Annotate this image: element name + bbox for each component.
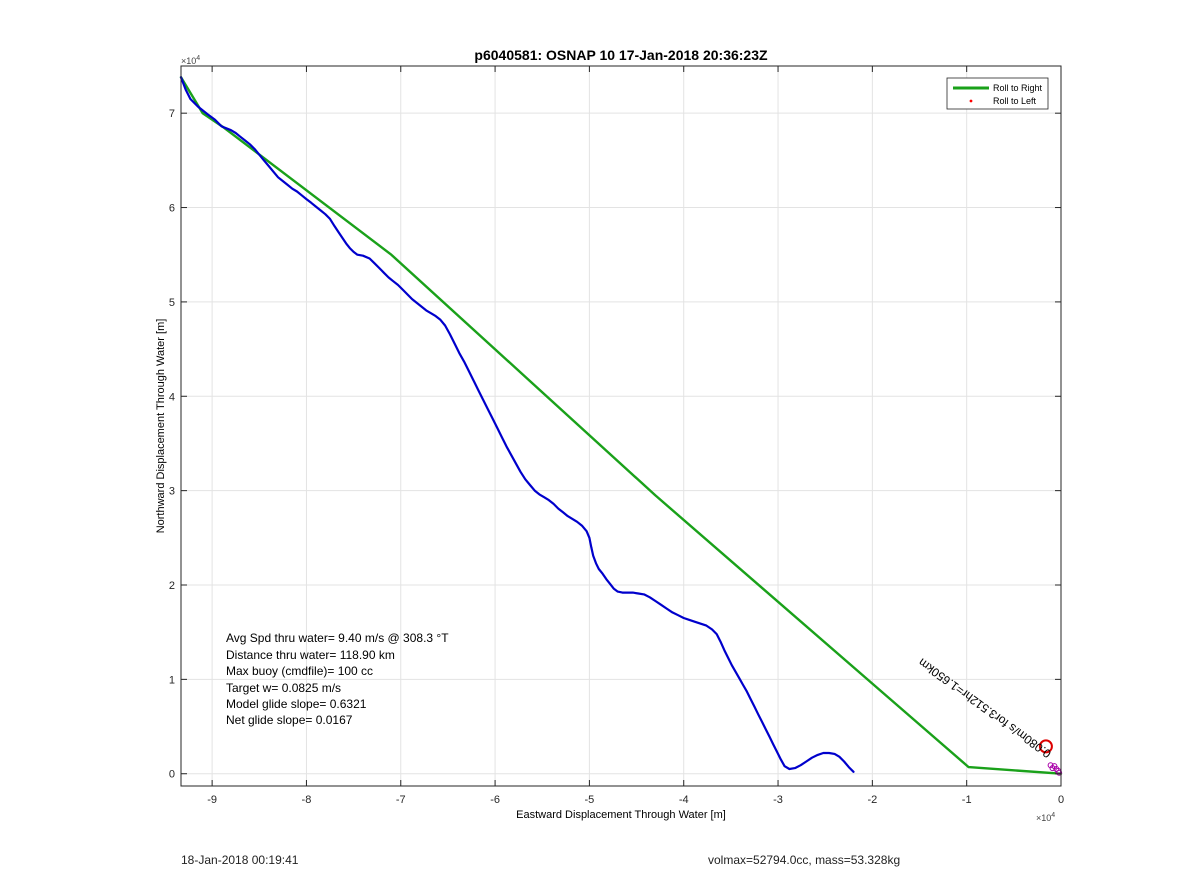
x-tick-label: -3 xyxy=(773,794,783,806)
legend: Roll to Right Roll to Left xyxy=(946,77,1049,110)
legend-label-roll-left: Roll to Left xyxy=(993,96,1037,106)
x-tick-label: 0 xyxy=(1058,794,1064,806)
stat-net-glide-slope: Net glide slope= 0.0167 xyxy=(226,713,353,727)
tick-layer: -9 -8 -7 -6 -5 -4 -3 -2 -1 0 0 1 2 3 4 5 6 7 xyxy=(169,66,1064,806)
legend-box xyxy=(946,77,1049,110)
axes-box xyxy=(180,65,1062,787)
x-tick-label: -9 xyxy=(207,794,217,806)
legend-label-roll-right: Roll to Right xyxy=(993,83,1043,93)
x-tick-label: -2 xyxy=(867,794,877,806)
y-tick-label: 4 xyxy=(169,391,175,403)
legend-swatch-roll-left xyxy=(969,99,973,103)
x-tick-label: -4 xyxy=(679,794,689,806)
stat-model-glide-slope: Model glide slope= 0.6321 xyxy=(226,697,367,711)
stat-max-buoy: Max buoy (cmdfile)= 100 cc xyxy=(226,664,373,678)
series-track xyxy=(179,76,855,773)
y-tick-label: 7 xyxy=(169,108,175,120)
current-position-marker xyxy=(1038,739,1053,754)
x-tick-label: -7 xyxy=(396,794,406,806)
footer-timestamp: 18-Jan-2018 00:19:41 xyxy=(181,853,299,867)
x-tick-label: -5 xyxy=(585,794,595,806)
y-axis-label: Northward Displacement Through Water [m] xyxy=(155,319,167,534)
chart-title: p6040581: OSNAP 10 17-Jan-2018 20:36:23Z xyxy=(474,47,768,63)
stat-avg-speed: Avg Spd thru water= 9.40 m/s @ 308.3 °T xyxy=(226,631,449,645)
y-tick-label: 3 xyxy=(169,486,175,498)
x-tick-label: -8 xyxy=(302,794,312,806)
y-tick-label: 6 xyxy=(169,203,175,215)
dive-marker xyxy=(1053,766,1060,773)
x-axis-label: Eastward Displacement Through Water [m] xyxy=(516,809,726,821)
stat-target-w: Target w= 0.0825 m/s xyxy=(226,681,341,695)
y-tick-label: 2 xyxy=(169,580,175,592)
stat-distance: Distance thru water= 118.90 km xyxy=(226,648,395,662)
y-tick-label: 1 xyxy=(169,674,175,686)
y-tick-label: 0 xyxy=(169,769,175,781)
y-tick-label: 5 xyxy=(169,297,175,309)
footer-summary: volmax=52794.0cc, mass=53.328kg xyxy=(708,853,901,867)
series-layer xyxy=(179,76,1063,775)
x-tick-label: -1 xyxy=(962,794,972,806)
plot-area xyxy=(181,66,1061,786)
series-roll-right xyxy=(179,76,1063,775)
stats-text-box: Avg Spd thru water= 9.40 m/s @ 308.3 °T … xyxy=(226,631,449,727)
y-axis-exponent: ×104 xyxy=(181,55,200,66)
dive-marker xyxy=(1047,762,1054,769)
x-axis-exponent: ×104 xyxy=(1036,812,1055,823)
dive-marker xyxy=(1056,769,1063,776)
grid-lines xyxy=(181,66,1062,786)
x-tick-label: -6 xyxy=(490,794,500,806)
